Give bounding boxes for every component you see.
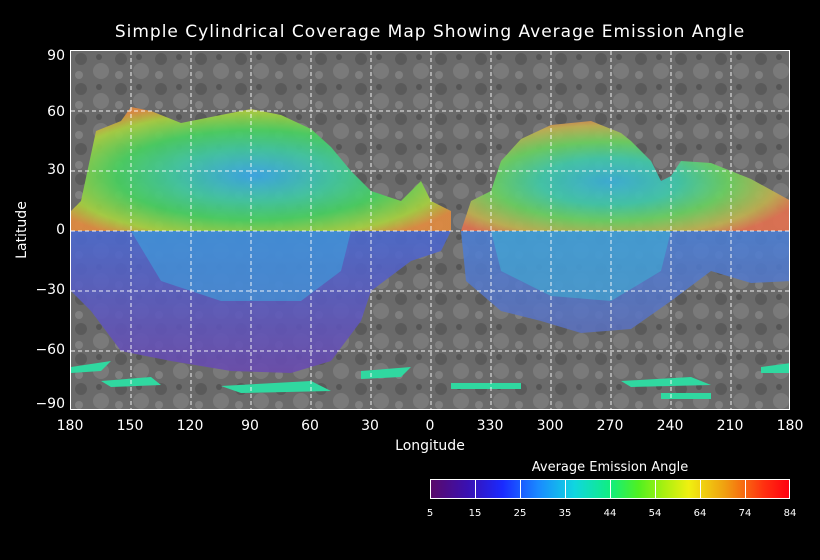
coverage-sliver — [451, 383, 521, 389]
colorbar-tick — [700, 479, 701, 499]
lon-tick-label: 150 — [116, 418, 144, 434]
colorbar-label: 44 — [603, 508, 617, 519]
lon-tick-label: 120 — [176, 418, 204, 434]
colorbar-label: 5 — [426, 508, 434, 519]
coverage-sliver — [71, 361, 111, 373]
coverage-region-left-mid — [131, 231, 351, 301]
lon-tick-label: 180 — [56, 418, 84, 434]
lat-tick-label: 90 — [47, 48, 65, 64]
colorbar-label: 84 — [783, 508, 797, 519]
lon-tick-label: 0 — [425, 418, 435, 434]
colorbar-label: 54 — [648, 508, 662, 519]
colorbar-title: Average Emission Angle — [531, 460, 689, 475]
colorbar-tick — [565, 479, 566, 499]
lon-tick-label: 270 — [596, 418, 624, 434]
colorbar-tick — [655, 479, 656, 499]
colorbar-label: 35 — [558, 508, 572, 519]
coverage-map — [70, 50, 790, 410]
colorbar-tick — [520, 479, 521, 499]
colorbar-label: 25 — [513, 508, 527, 519]
coverage-sliver — [361, 367, 411, 379]
lon-tick-label: 210 — [716, 418, 744, 434]
lon-tick-label: 30 — [361, 418, 379, 434]
lon-tick-label: 300 — [536, 418, 564, 434]
lat-tick-label: −90 — [35, 396, 65, 412]
lat-tick-label: −60 — [35, 342, 65, 358]
lat-tick-label: 60 — [47, 104, 65, 120]
grid-lines — [71, 51, 789, 409]
colorbar-tick — [475, 479, 476, 499]
y-axis-label: Latitude — [14, 201, 30, 259]
coverage-sliver — [661, 393, 711, 399]
coverage-region-right-north — [461, 121, 789, 231]
coverage-sliver — [761, 363, 789, 373]
x-axis-label: Longitude — [395, 438, 465, 454]
lon-tick-label: 90 — [241, 418, 259, 434]
lon-tick-label: 240 — [656, 418, 684, 434]
coverage-sliver — [221, 381, 331, 393]
lat-tick-label: −30 — [35, 282, 65, 298]
lon-tick-label: 60 — [301, 418, 319, 434]
lat-tick-label: 0 — [56, 222, 65, 238]
colorbar-label: 64 — [693, 508, 707, 519]
colorbar-tick — [610, 479, 611, 499]
coverage-region-right-mid — [491, 231, 671, 301]
lon-tick-label: 180 — [776, 418, 804, 434]
colorbar-label: 74 — [738, 508, 752, 519]
colorbar-label: 15 — [468, 508, 482, 519]
map-title: Simple Cylindrical Coverage Map Showing … — [114, 22, 746, 42]
coverage-sliver — [621, 377, 711, 387]
lat-tick-label: 30 — [47, 162, 65, 178]
lon-tick-label: 330 — [476, 418, 504, 434]
coverage-region-left-north — [71, 107, 451, 231]
colorbar-tick — [745, 479, 746, 499]
